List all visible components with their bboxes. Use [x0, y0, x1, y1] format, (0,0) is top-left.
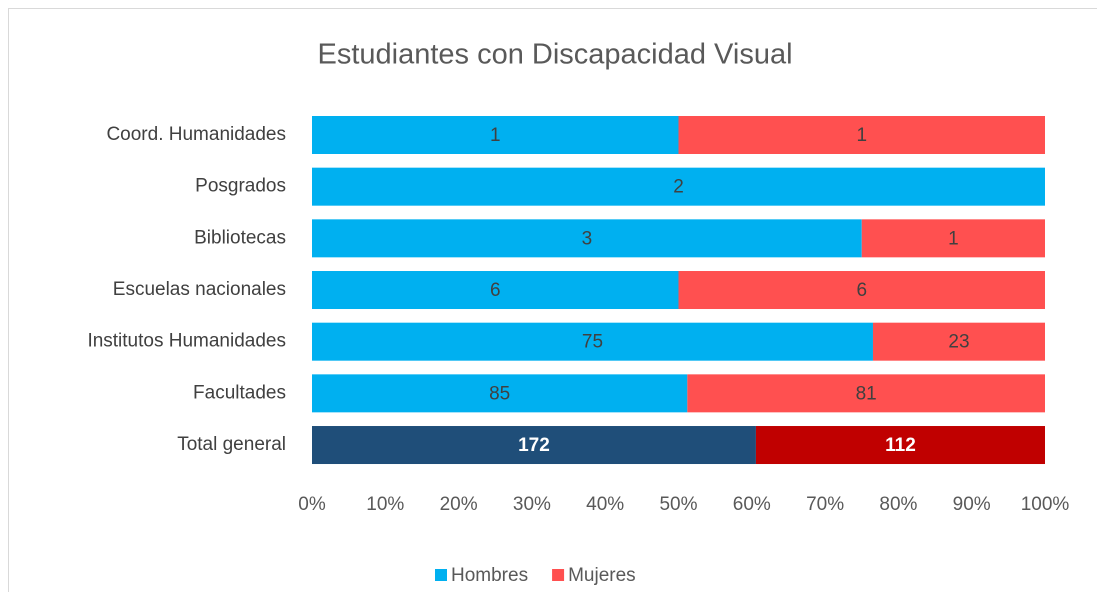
bar-segment: [312, 167, 1045, 206]
bar-segment: [687, 374, 1045, 413]
y-tick-label: Bibliotecas: [194, 227, 286, 248]
legend-swatch: [435, 569, 447, 581]
x-tick-label: 30%: [513, 494, 551, 515]
bar-segment: [312, 322, 873, 361]
bar-segment: [312, 271, 679, 310]
data-label: 3: [582, 228, 593, 249]
y-tick-label: Facultades: [193, 382, 286, 403]
x-tick-label: 50%: [659, 494, 697, 515]
data-label: 23: [948, 332, 969, 353]
x-tick-label: 0%: [298, 494, 326, 515]
x-tick-label: 70%: [806, 494, 844, 515]
bar-segment: [861, 219, 1045, 258]
x-tick-label: 80%: [879, 494, 917, 515]
chart-title: Estudiantes con Discapacidad Visual: [317, 39, 792, 71]
x-tick-label: 40%: [586, 494, 624, 515]
bar-segment: [872, 322, 1045, 361]
legend-swatch: [552, 569, 565, 581]
data-label: 1: [948, 228, 959, 249]
x-tick-label: 20%: [440, 494, 478, 515]
x-tick-label: 90%: [953, 494, 991, 515]
data-label: 75: [582, 332, 603, 353]
data-label: 2: [673, 177, 684, 198]
data-label: 6: [856, 280, 867, 301]
data-label: 172: [518, 435, 550, 456]
y-tick-label: Institutos Humanidades: [87, 331, 286, 352]
data-label: 112: [885, 435, 916, 456]
legend-label: Hombres: [451, 565, 528, 586]
data-label: 1: [490, 125, 501, 146]
bar-segment: [678, 271, 1045, 310]
y-tick-label: Total general: [177, 434, 286, 455]
bar-segment: [312, 116, 679, 154]
bar-segment: [312, 219, 862, 258]
bar-segment: [678, 116, 1045, 154]
data-label: 1: [856, 125, 867, 146]
data-label: 85: [489, 383, 510, 404]
legend-label: Mujeres: [568, 565, 636, 586]
chart-border: [8, 8, 1097, 592]
data-label: 81: [856, 383, 877, 404]
y-tick-label: Coord. Humanidades: [106, 124, 286, 145]
x-tick-label: 60%: [733, 494, 771, 515]
bar-segment: [755, 426, 1045, 465]
x-tick-label: 100%: [1021, 494, 1070, 515]
bar-segment: [312, 374, 688, 413]
data-label: 6: [490, 280, 501, 301]
y-tick-label: Posgrados: [195, 176, 286, 197]
bar-segment: [312, 426, 756, 465]
x-tick-label: 10%: [366, 494, 404, 515]
y-tick-label: Escuelas nacionales: [113, 279, 286, 300]
